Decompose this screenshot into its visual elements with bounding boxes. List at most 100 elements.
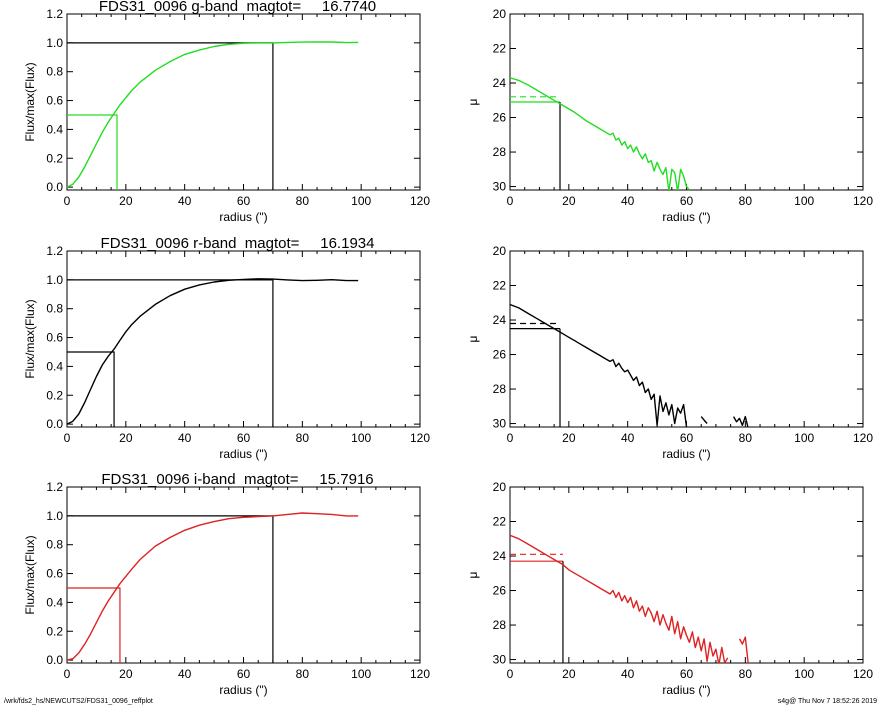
x-axis-label: radius (") — [219, 210, 267, 224]
x-tick-label: 120 — [410, 194, 430, 208]
x-axis-label: radius (") — [219, 683, 267, 697]
x-tick-label: 20 — [119, 667, 133, 681]
y-tick-label: 0.6 — [46, 567, 63, 581]
x-tick-label: 20 — [119, 194, 133, 208]
y-tick-label: 0.2 — [46, 388, 63, 402]
x-tick-label: 40 — [178, 194, 192, 208]
x-tick-label: 20 — [562, 431, 576, 445]
chart-panel-4: 0 20 40 60 80 100 120 20 22 24 26 28 30 radius (") μ — [466, 244, 873, 461]
plot-area — [67, 41, 359, 190]
x-tick-label: 80 — [739, 667, 753, 681]
x-axis-label: radius (") — [662, 683, 710, 697]
y-tick-label: 28 — [493, 145, 507, 159]
x-tick-label: 120 — [410, 431, 430, 445]
half-flux-reference-line — [67, 114, 118, 190]
axes-frame — [509, 13, 864, 191]
x-tick-label: 80 — [296, 431, 310, 445]
axes-frame — [509, 250, 864, 428]
y-tick-label: 22 — [493, 42, 507, 56]
y-tick-label: 0.2 — [46, 624, 63, 638]
x-axis-label: radius (") — [662, 447, 710, 461]
x-tick-label: 60 — [680, 194, 694, 208]
y-tick-label: 26 — [493, 584, 507, 598]
x-tick-label: 0 — [64, 194, 71, 208]
plot-area — [510, 534, 749, 663]
y-tick-label: 30 — [493, 417, 507, 431]
x-tick-label: 40 — [621, 431, 635, 445]
y-tick-label: 1.2 — [46, 480, 63, 494]
y-tick-label: 0.0 — [46, 180, 63, 194]
x-tick-label: 40 — [621, 667, 635, 681]
y-tick-label: 0.4 — [46, 122, 63, 136]
x-tick-label: 20 — [562, 667, 576, 681]
x-tick-label: 120 — [410, 667, 430, 681]
footer-path: /wrk/fds2_hs/NEWCUTS2/FDS31_0096_reffplo… — [4, 698, 153, 705]
y-tick-label: 20 — [493, 7, 507, 21]
plot-area — [510, 77, 690, 190]
x-tick-label: 120 — [853, 431, 873, 445]
x-tick-label: 60 — [237, 431, 251, 445]
y-axis-label: Flux/max(Flux) — [23, 535, 37, 614]
x-tick-label: 0 — [507, 431, 514, 445]
y-tick-label: 28 — [493, 382, 507, 396]
y-axis-label: μ — [466, 335, 480, 342]
data-series-line — [732, 415, 749, 427]
y-tick-label: 0.0 — [46, 417, 63, 431]
x-tick-label: 40 — [178, 667, 192, 681]
y-tick-label: 30 — [493, 653, 507, 667]
y-tick-label: 0.4 — [46, 359, 63, 373]
x-tick-label: 100 — [351, 667, 371, 681]
x-tick-label: 0 — [64, 667, 71, 681]
y-tick-label: 0.4 — [46, 595, 63, 609]
y-tick-label: 26 — [493, 348, 507, 362]
y-tick-label: 30 — [493, 180, 507, 194]
data-series-line — [700, 416, 708, 424]
chart-panel-1: 0 20 40 60 80 100 120 0.0 0.2 0.4 0.6 0.8 1.0 1.2 radi… — [23, 0, 430, 224]
y-tick-label: 1.0 — [46, 509, 63, 523]
y-tick-label: 0.8 — [46, 538, 63, 552]
x-tick-label: 60 — [237, 194, 251, 208]
chart-panel-5: 0 20 40 60 80 100 120 0.0 0.2 0.4 0.6 0.8 1.0 1.2 radi… — [23, 471, 430, 697]
x-tick-label: 120 — [853, 667, 873, 681]
y-tick-label: 24 — [493, 549, 507, 563]
y-tick-label: 24 — [493, 76, 507, 90]
axes-frame — [66, 250, 421, 428]
chart-title: FDS31_0096 r-band magtot= 16.1934 — [101, 235, 375, 252]
y-tick-label: 24 — [493, 313, 507, 327]
chart-panel-3: 0 20 40 60 80 100 120 0.0 0.2 0.4 0.6 0.8 1.0 1.2 radi… — [23, 235, 430, 461]
y-tick-label: 20 — [493, 480, 507, 494]
half-flux-reference-line — [67, 587, 121, 663]
x-tick-label: 100 — [351, 431, 371, 445]
y-tick-label: 0.2 — [46, 151, 63, 165]
total-flux-reference-line — [67, 279, 274, 427]
y-tick-label: 28 — [493, 618, 507, 632]
y-axis-label: Flux/max(Flux) — [23, 62, 37, 141]
y-tick-label: 26 — [493, 111, 507, 125]
x-tick-label: 60 — [237, 667, 251, 681]
x-tick-label: 80 — [739, 431, 753, 445]
chart-panel-2: 0 20 40 60 80 100 120 20 22 24 26 28 30 radius (") μ — [466, 7, 873, 224]
data-series-line — [738, 636, 749, 663]
x-tick-label: 80 — [739, 194, 753, 208]
half-flux-reference-line — [67, 351, 115, 427]
x-tick-label: 100 — [351, 194, 371, 208]
y-axis-label: μ — [466, 98, 480, 105]
data-series-line — [510, 534, 729, 663]
x-tick-label: 100 — [794, 194, 814, 208]
x-tick-label: 100 — [794, 431, 814, 445]
x-tick-label: 40 — [621, 194, 635, 208]
x-axis-label: radius (") — [219, 447, 267, 461]
y-tick-label: 0.6 — [46, 94, 63, 108]
y-axis-label: μ — [466, 571, 480, 578]
x-tick-label: 100 — [794, 667, 814, 681]
plot-area — [510, 303, 749, 427]
x-tick-label: 80 — [296, 194, 310, 208]
y-tick-label: 22 — [493, 279, 507, 293]
x-tick-label: 0 — [507, 194, 514, 208]
x-tick-label: 40 — [178, 431, 192, 445]
x-tick-label: 0 — [64, 431, 71, 445]
data-series-line — [67, 512, 359, 661]
total-flux-reference-line — [67, 42, 274, 190]
y-tick-label: 22 — [493, 515, 507, 529]
